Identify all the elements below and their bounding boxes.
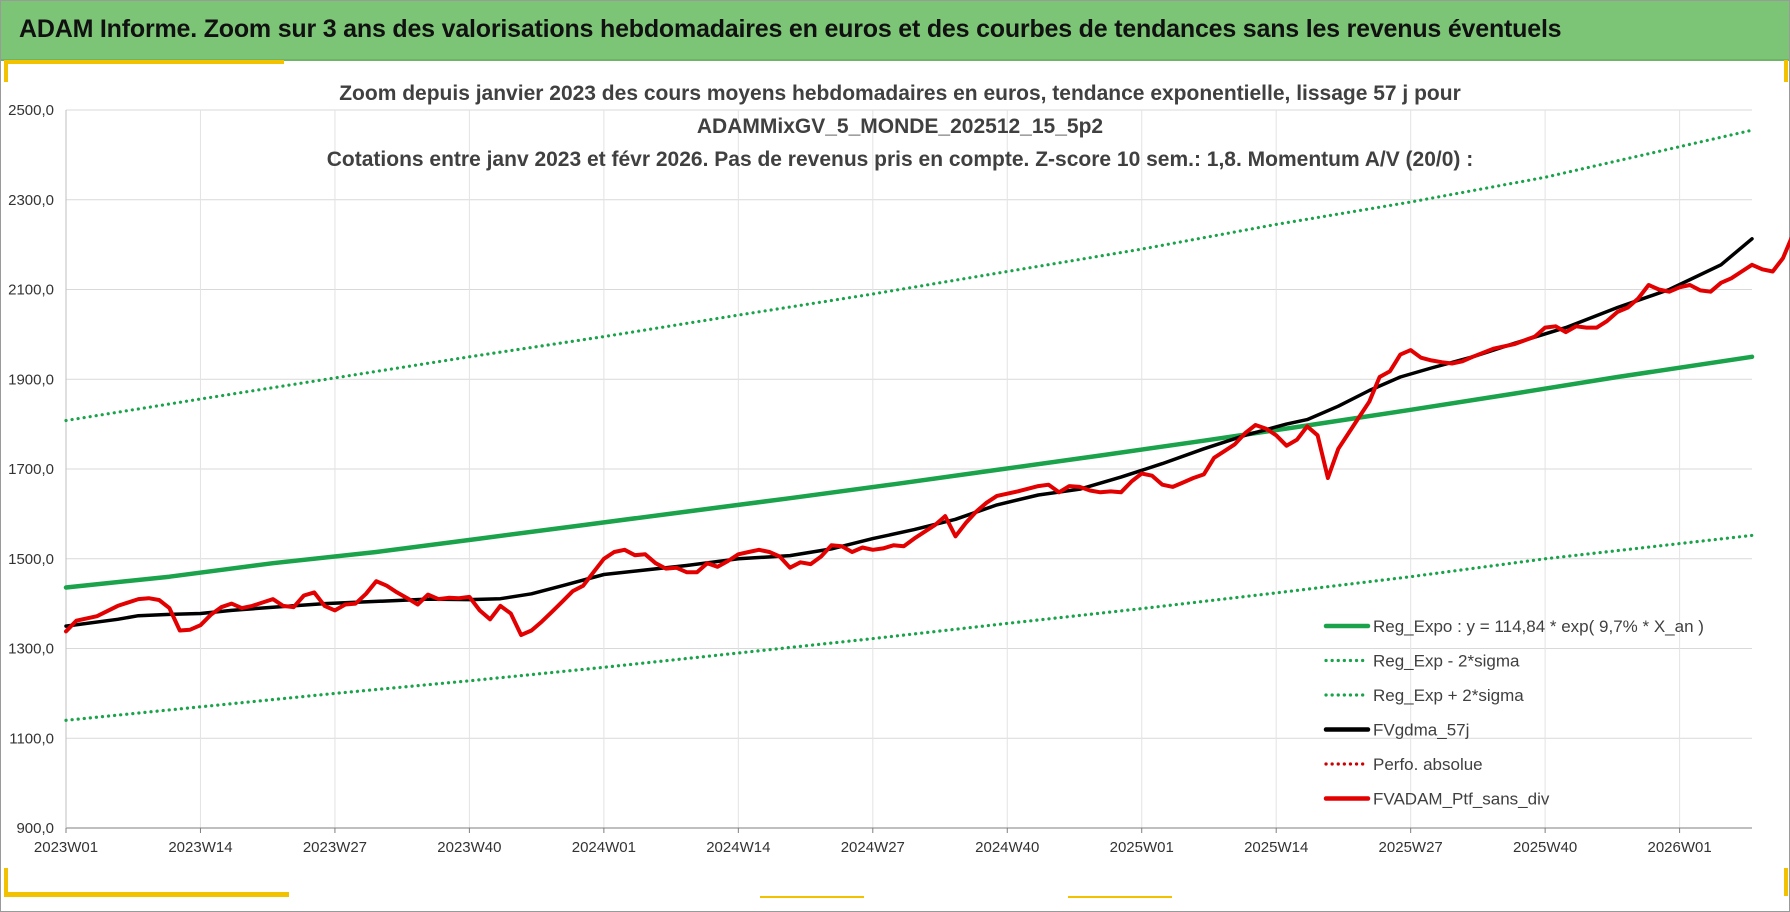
y-tick-label: 1700,0: [8, 461, 54, 478]
x-tick-label: 2025W01: [1110, 839, 1174, 856]
y-tick-label: 2500,0: [8, 102, 54, 119]
x-tick-label: 2025W40: [1513, 839, 1577, 856]
x-tick-label: 2023W27: [303, 839, 367, 856]
accent-bar-bottom-left: [4, 892, 289, 897]
accent-bar-top-left-vertical: [4, 60, 8, 82]
chart-title-line-3: Cotations entre janv 2023 et févr 2026. …: [327, 148, 1473, 171]
x-tick-label: 2023W40: [437, 839, 501, 856]
chart-title-line-2: ADAMMixGV_5_MONDE_202512_15_5p2: [697, 115, 1103, 138]
accent-mark-bottom-a: [760, 896, 864, 898]
x-tick-label: 2024W01: [572, 839, 636, 856]
accent-bar-top-left: [4, 60, 284, 64]
series-line-5: [64, 236, 1790, 637]
axes: [65, 110, 1752, 829]
y-tick-label: 1300,0: [8, 641, 54, 658]
x-tick-labels: 2023W01 2023W14 2023W27 2023W40 2024W01 2024W…: [34, 828, 1712, 856]
title-banner: ADAM Informe. Zoom sur 3 ans des valoris…: [1, 1, 1789, 61]
x-tick-label: 2024W27: [841, 839, 905, 856]
legend: Reg_Expo : y = 114,84 * exp( 9,7% * X_an…: [1323, 617, 1704, 809]
accent-bar-bottom-right: [1784, 868, 1788, 896]
x-tick-label: 2025W14: [1244, 839, 1308, 856]
series-line-2: [64, 128, 1754, 423]
legend-label-1: Reg_Exp - 2*sigma: [1373, 652, 1520, 671]
y-tick-labels: 900,0 1100,0 1300,0 1500,0 1700,0 1900,0 2100,…: [8, 102, 54, 837]
y-tick-label: 1900,0: [8, 371, 54, 388]
grid-lines: [66, 109, 1752, 828]
chart-title-line-1: Zoom depuis janvier 2023 des cours moyen…: [339, 82, 1461, 105]
legend-label-0: Reg_Expo : y = 114,84 * exp( 9,7% * X_an…: [1373, 617, 1704, 636]
x-tick-label: 2024W40: [975, 839, 1039, 856]
x-tick-label: 2023W14: [168, 839, 232, 856]
accent-bar-bottom-left-vertical: [4, 868, 8, 896]
x-tick-label: 2026W01: [1647, 839, 1711, 856]
series-lines: [63, 128, 1790, 722]
y-tick-label: 900,0: [16, 820, 54, 837]
series-line-3: [64, 237, 1754, 628]
y-tick-label: 1100,0: [9, 730, 54, 747]
legend-label-4: Perfo. absolue: [1373, 755, 1483, 774]
x-tick-label: 2024W14: [706, 839, 770, 856]
legend-label-5: FVADAM_Ptf_sans_div: [1373, 790, 1550, 809]
legend-label-3: FVgdma_57j: [1373, 721, 1469, 740]
y-tick-label: 2100,0: [8, 282, 54, 299]
banner-title: ADAM Informe. Zoom sur 3 ans des valoris…: [19, 15, 1562, 43]
y-tick-label: 2300,0: [8, 192, 54, 209]
legend-label-2: Reg_Exp + 2*sigma: [1373, 686, 1524, 705]
y-tick-label: 1500,0: [8, 551, 54, 568]
x-tick-label: 2023W01: [34, 839, 98, 856]
series-line-1: [64, 533, 1754, 722]
accent-mark-bottom-b: [1068, 896, 1172, 898]
x-tick-label: 2025W27: [1379, 839, 1443, 856]
series-line-0: [63, 354, 1755, 590]
accent-bar-top-right: [1784, 60, 1788, 82]
